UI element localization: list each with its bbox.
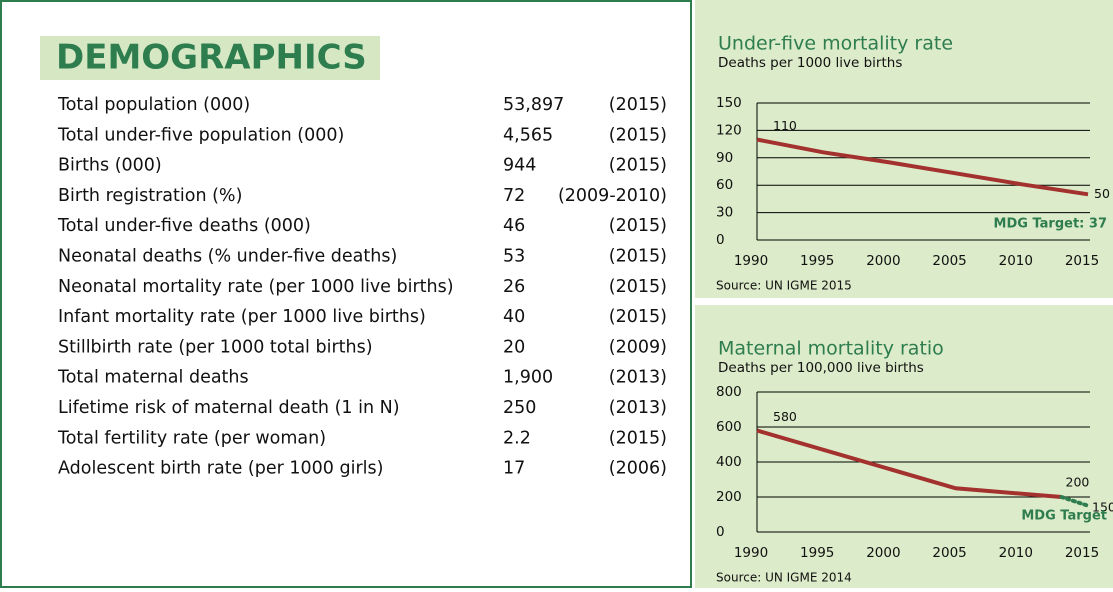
x-tick-label: 2005	[932, 545, 966, 561]
data-label: 50	[1094, 186, 1110, 201]
x-tick-label: 2000	[866, 253, 900, 269]
row-value: 20	[503, 337, 525, 357]
chart-panel	[695, 0, 1113, 298]
row-year: (2013)	[609, 368, 667, 388]
row-label: Neonatal deaths (% under-five deaths)	[58, 247, 397, 267]
x-tick-label: 2010	[999, 545, 1033, 561]
row-label: Total fertility rate (per woman)	[57, 428, 326, 448]
row-year: (2015)	[609, 247, 667, 267]
row-value: 2.2	[503, 428, 531, 448]
row-value: 1,900	[503, 368, 553, 388]
row-label: Total population (000)	[57, 95, 250, 115]
y-tick-label: 120	[716, 122, 742, 138]
source: Source: UN IGME 2014	[716, 571, 852, 585]
row-label: Births (000)	[58, 156, 162, 176]
chart-title: Under-five mortality rate	[718, 33, 953, 55]
y-tick-label: 0	[716, 524, 725, 540]
y-tick-label: 800	[716, 384, 742, 400]
x-tick-label: 1995	[800, 253, 834, 269]
page-title: DEMOGRAPHICS	[56, 38, 367, 78]
target-label: MDG Target	[1021, 509, 1107, 524]
row-year: (2015)	[609, 95, 667, 115]
row-year: (2013)	[609, 398, 667, 418]
target-label: MDG Target: 37	[994, 217, 1107, 232]
x-tick-label: 1990	[734, 545, 768, 561]
row-year: (2015)	[609, 307, 667, 327]
row-year: (2015)	[609, 125, 667, 145]
y-tick-label: 600	[716, 419, 742, 435]
data-line	[756, 428, 1062, 499]
data-line	[756, 137, 1089, 197]
row-label: Total under-five deaths (000)	[57, 216, 311, 236]
x-tick-label: 2005	[932, 253, 966, 269]
chart-subtitle: Deaths per 100,000 live births	[718, 360, 924, 376]
y-tick-label: 90	[716, 150, 733, 166]
y-tick-label: 30	[716, 205, 733, 221]
y-tick-label: 400	[716, 454, 742, 470]
row-label: Neonatal mortality rate (per 1000 live b…	[58, 277, 454, 297]
x-tick-label: 2010	[999, 253, 1033, 269]
row-label: Infant mortality rate (per 1000 live bir…	[58, 307, 426, 327]
row-year: (2015)	[609, 156, 667, 176]
row-value: 53,897	[503, 95, 564, 115]
y-tick-label: 150	[716, 95, 742, 111]
row-value: 4,565	[503, 125, 553, 145]
title-band	[40, 36, 380, 80]
x-tick-label: 1990	[734, 253, 768, 269]
data-label: 150	[1092, 499, 1113, 514]
y-tick-label: 0	[716, 232, 725, 248]
y-tick-label: 200	[716, 489, 742, 505]
data-label: 110	[773, 118, 797, 133]
left-panel	[0, 0, 692, 588]
x-tick-label: 1995	[800, 545, 834, 561]
target-line	[1059, 495, 1090, 508]
row-year: (2015)	[609, 216, 667, 236]
row-value: 944	[503, 156, 536, 176]
row-value: 53	[503, 247, 525, 267]
x-tick-label: 2000	[866, 545, 900, 561]
row-value: 72	[503, 186, 525, 206]
row-label: Adolescent birth rate (per 1000 girls)	[58, 459, 383, 479]
row-year: (2009-2010)	[558, 186, 667, 206]
row-value: 46	[503, 216, 525, 236]
x-tick-label: 2015	[1065, 253, 1099, 269]
x-tick-label: 2015	[1065, 545, 1099, 561]
row-year: (2009)	[609, 337, 667, 357]
row-label: Birth registration (%)	[58, 186, 242, 206]
row-year: (2015)	[609, 428, 667, 448]
chart-title: Maternal mortality ratio	[718, 338, 944, 360]
data-label: 200	[1066, 475, 1090, 490]
chart-subtitle: Deaths per 1000 live births	[718, 55, 902, 71]
row-value: 250	[503, 398, 536, 418]
row-year: (2006)	[609, 459, 667, 479]
row-value: 17	[503, 459, 525, 479]
data-label: 580	[773, 409, 797, 424]
row-label: Lifetime risk of maternal death (1 in N)	[58, 398, 400, 418]
row-value: 26	[503, 277, 525, 297]
source: Source: UN IGME 2015	[716, 279, 852, 293]
row-label: Total maternal deaths	[57, 368, 249, 388]
row-label: Total under-five population (000)	[57, 125, 344, 145]
row-value: 40	[503, 307, 525, 327]
y-tick-label: 60	[716, 177, 733, 193]
row-year: (2015)	[609, 277, 667, 297]
row-label: Stillbirth rate (per 1000 total births)	[58, 337, 373, 357]
chart-panel	[695, 305, 1113, 588]
